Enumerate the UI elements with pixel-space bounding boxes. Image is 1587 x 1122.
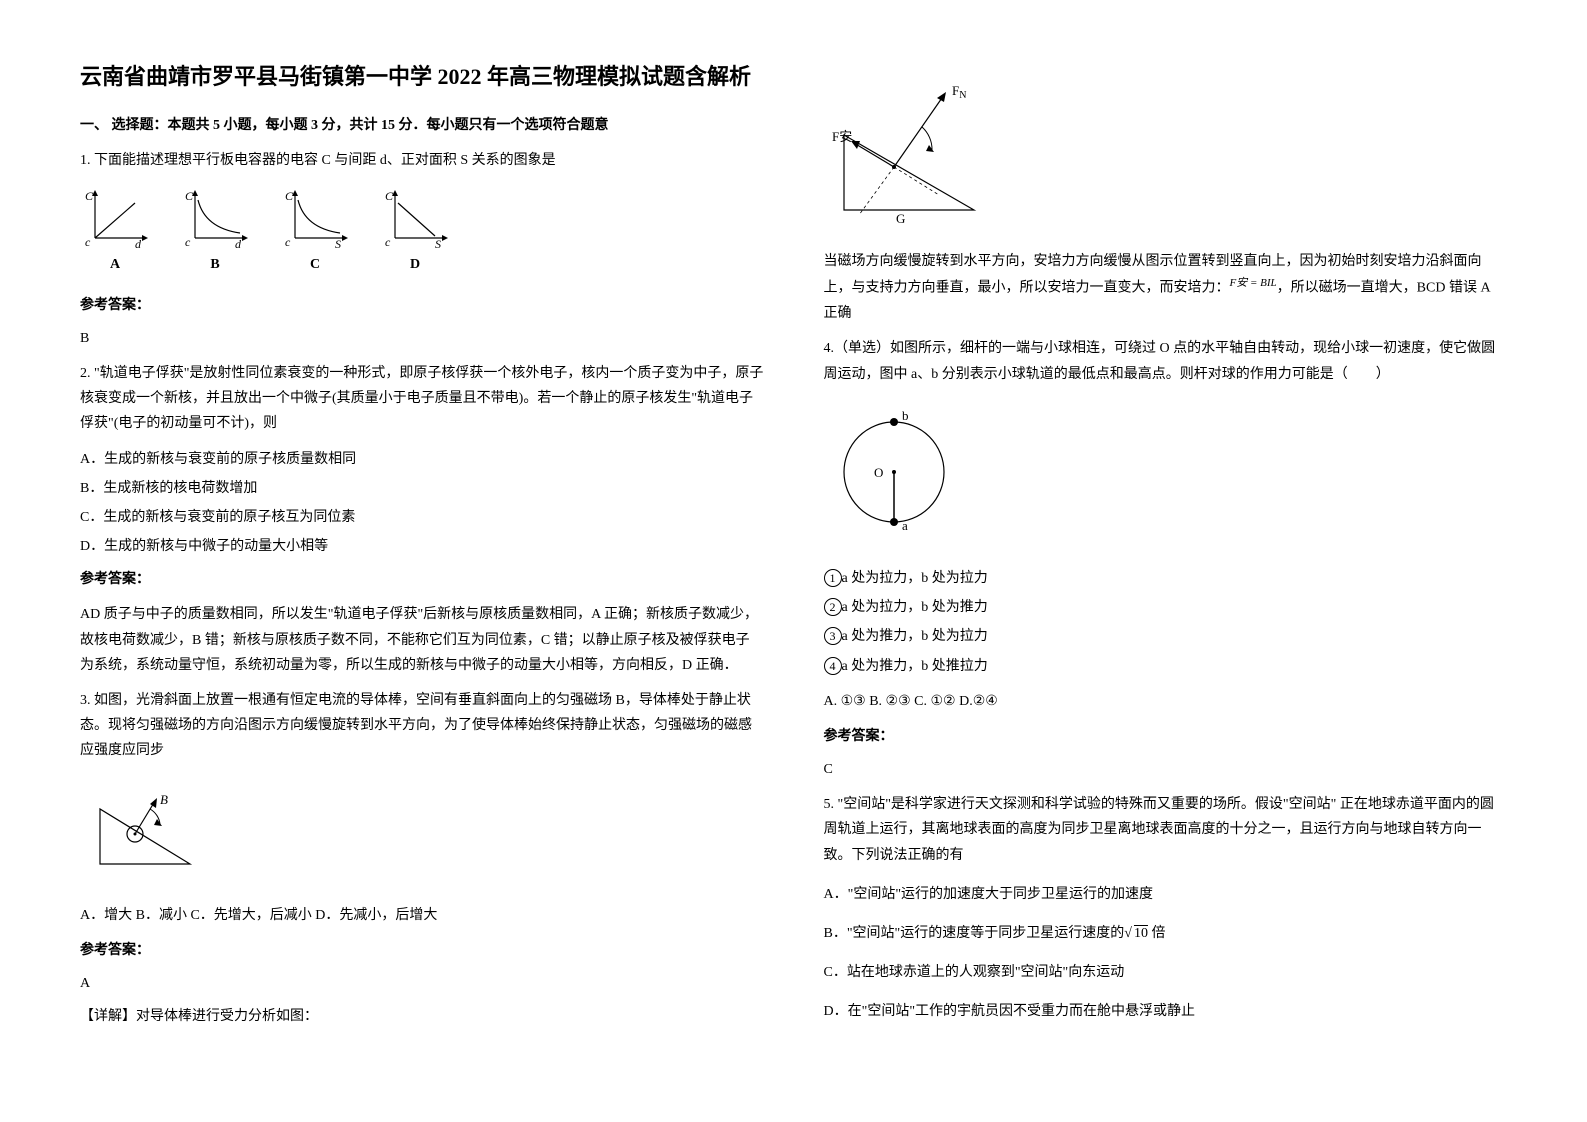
q5-option-d: D．在"空间站"工作的宇航员因不受重力而在舱中悬浮或静止	[824, 999, 1508, 1024]
q5-b-sqrt: 10	[1132, 926, 1148, 941]
chart-d-svg: C S c	[380, 188, 450, 248]
chart-b-y-label: C	[185, 189, 194, 203]
left-column: 云南省曲靖市罗平县马街镇第一中学 2022 年高三物理模拟试题含解析 一、 选择…	[80, 60, 764, 1039]
q3-force-diagram: FN F安 G	[824, 75, 1508, 234]
svg-text:c: c	[85, 235, 91, 248]
q3-incline-diagram: B	[80, 779, 764, 888]
q2-option-a: A．生成的新核与衰变前的原子核质量数相同	[80, 447, 764, 472]
q3-formula: F安 = BIL	[1230, 277, 1277, 289]
q4-choices: A. ①③ B. ②③ C. ①② D.②④	[824, 689, 1508, 714]
q4-option-4: 4a 处为推力，b 处推拉力	[824, 654, 1508, 679]
q1-chart-a: C d c A	[80, 188, 150, 277]
q2-option-c: C．生成的新核与衰变前的原子核互为同位素	[80, 505, 764, 530]
q4-option-1: 1a 处为拉力，b 处为拉力	[824, 566, 1508, 591]
chart-d-x-label: S	[435, 237, 441, 248]
q3-detail-label: 【详解】对导体棒进行受力分析如图：	[80, 1004, 764, 1029]
q1-chart-b: C d c B	[180, 188, 250, 277]
q5-b-prefix: B．"空间站"运行的速度等于同步卫星运行速度的	[824, 926, 1125, 941]
q2-explanation: 质子与中子的质量数相同，所以发生"轨道电子俘获"后新核与原核质量数相同，A 正确…	[80, 607, 758, 672]
fa-label: F安	[832, 129, 852, 144]
q3-col2-text: 当磁场方向缓慢旋转到水平方向，安培力方向缓慢从图示位置转到竖直向上，因为初始时刻…	[824, 249, 1508, 326]
chart-b-x-label: d	[235, 237, 242, 248]
chart-a-y-label: C	[85, 189, 94, 203]
q2-option-b: B．生成新核的核电荷数增加	[80, 476, 764, 501]
q3-answer: A	[80, 971, 764, 996]
document-title: 云南省曲靖市罗平县马街镇第一中学 2022 年高三物理模拟试题含解析	[80, 60, 764, 93]
q3-options: A．增大 B．减小 C．先增大，后减小 D．先减小，后增大	[80, 903, 764, 928]
q5-option-c: C．站在地球赤道上的人观察到"空间站"向东运动	[824, 960, 1508, 985]
b-label: b	[902, 408, 909, 423]
q1-chart-c: C S c C	[280, 188, 350, 277]
chart-a-label: A	[110, 252, 120, 277]
q4-answer-label: 参考答案：	[824, 724, 1508, 749]
q1-charts: C d c A C d c B	[80, 188, 764, 277]
a-label: a	[902, 518, 908, 533]
chart-b-svg: C d c	[180, 188, 250, 248]
chart-c-y-label: C	[285, 189, 294, 203]
q3-text: 3. 如图，光滑斜面上放置一根通有恒定电流的导体棒，空间有垂直斜面向上的匀强磁场…	[80, 688, 764, 764]
q1-chart-d: C S c D	[380, 188, 450, 277]
chart-a-x-label: d	[135, 237, 142, 248]
right-column: FN F安 G 当磁场方向缓慢旋转到水平方向，安培力方向缓慢从图示位置转到竖直向…	[824, 60, 1508, 1039]
q4-answer: C	[824, 757, 1508, 782]
svg-text:c: c	[285, 235, 291, 248]
svg-text:c: c	[185, 235, 191, 248]
q2-answer-label: 参考答案：	[80, 567, 764, 592]
chart-c-svg: C S c	[280, 188, 350, 248]
q3-b-label: B	[160, 792, 168, 807]
q5-option-a: A．"空间站"运行的加速度大于同步卫星运行的加速度	[824, 882, 1508, 907]
q5-option-b: B．"空间站"运行的速度等于同步卫星运行速度的√10 倍	[824, 921, 1508, 946]
q5-b-suffix: 倍	[1148, 926, 1166, 941]
q2-option-d: D．生成的新核与中微子的动量大小相等	[80, 534, 764, 559]
q5-text: 5. "空间站"是科学家进行天文探测和科学试验的特殊而又重要的场所。假设"空间站…	[824, 792, 1508, 868]
chart-b-label: B	[210, 252, 219, 277]
q1-text: 1. 下面能描述理想平行板电容器的电容 C 与间距 d、正对面积 S 关系的图象…	[80, 148, 764, 173]
svg-text:c: c	[385, 235, 391, 248]
chart-d-y-label: C	[385, 189, 394, 203]
chart-c-label: C	[310, 252, 320, 277]
q2-text: 2. "轨道电子俘获"是放射性同位素衰变的一种形式，即原子核俘获一个核外电子，核…	[80, 361, 764, 437]
q4-option-3: 3a 处为推力，b 处为拉力	[824, 624, 1508, 649]
q4-text: 4.（单选）如图所示，细杆的一端与小球相连，可绕过 O 点的水平轴自由转动，现给…	[824, 336, 1508, 386]
q1-answer-label: 参考答案：	[80, 293, 764, 318]
q2-answer-explanation: AD 质子与中子的质量数相同，所以发生"轨道电子俘获"后新核与原核质量数相同，A…	[80, 602, 764, 678]
q4-option-2: 2a 处为拉力，b 处为推力	[824, 595, 1508, 620]
q3-answer-label: 参考答案：	[80, 938, 764, 963]
fn-label: FN	[952, 83, 966, 101]
q4-circle-diagram: O b a	[824, 402, 1508, 551]
q2-answer-prefix: AD	[80, 607, 104, 622]
chart-c-x-label: S	[335, 237, 341, 248]
o-label: O	[874, 465, 883, 480]
q1-answer: B	[80, 326, 764, 351]
chart-a-svg: C d c	[80, 188, 150, 248]
g-label: G	[896, 211, 905, 225]
section-1-header: 一、 选择题：本题共 5 小题，每小题 3 分，共计 15 分．每小题只有一个选…	[80, 113, 764, 138]
chart-d-label: D	[410, 252, 420, 277]
